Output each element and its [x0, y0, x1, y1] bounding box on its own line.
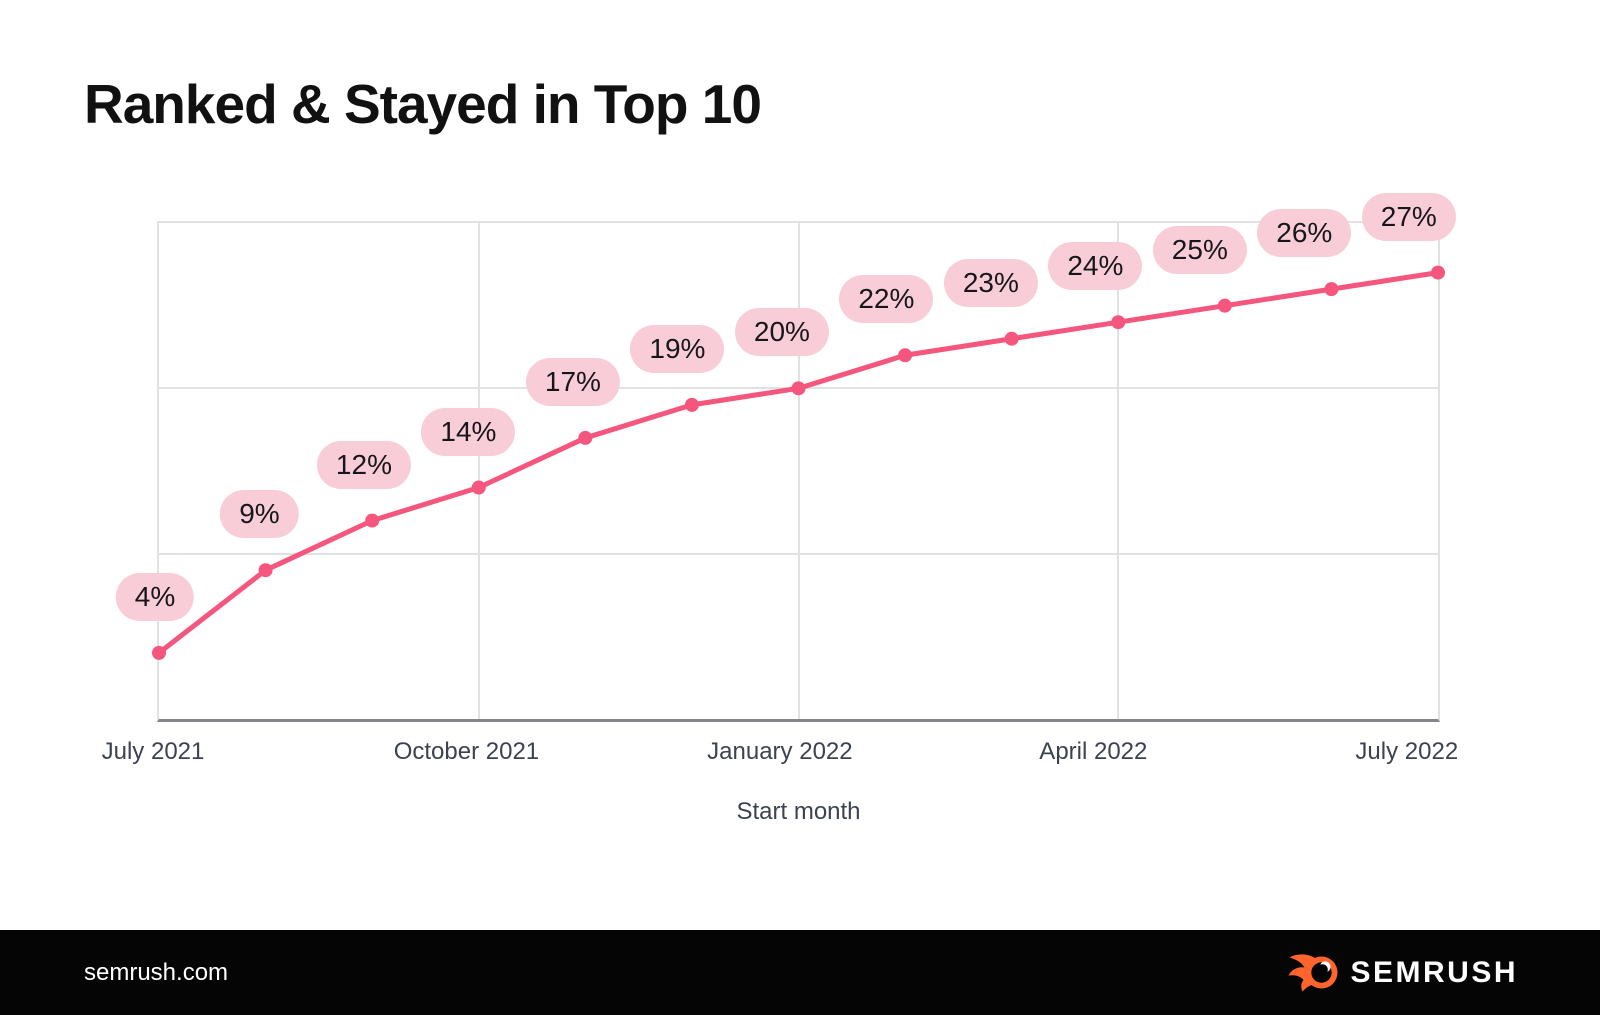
data-label-badge: 26%	[1257, 209, 1352, 258]
data-point	[365, 513, 380, 528]
x-tick-label: July 2021	[101, 738, 205, 765]
data-label-badge: 12%	[316, 440, 411, 489]
semrush-flame-icon	[1288, 954, 1338, 992]
x-tick-label: October 2021	[393, 738, 540, 765]
data-point	[471, 480, 486, 495]
x-tick-label: January 2022	[707, 738, 853, 765]
x-tick-label: July 2022	[1355, 738, 1459, 765]
data-label-badge: 19%	[630, 324, 725, 373]
semrush-logo: SEMRUSH	[1288, 952, 1518, 993]
data-point	[1217, 298, 1232, 313]
x-axis: July 2021 October 2021 January 2022 April 2…	[102, 722, 1459, 782]
x-axis-title: Start month	[736, 798, 861, 825]
data-point	[258, 563, 273, 578]
data-point	[578, 430, 593, 445]
plot-area: 4% 9% 12% 14% 17% 19% 20% 22% 23% 24% 25% 26% 27%	[115, 192, 1456, 722]
data-label-badge: 23%	[943, 258, 1038, 307]
data-point	[898, 348, 913, 363]
data-point	[1004, 331, 1019, 346]
data-label-badge: 4%	[115, 572, 195, 621]
data-label-badge: 25%	[1152, 225, 1247, 274]
data-point	[1431, 265, 1445, 280]
data-label-badge: 9%	[220, 490, 299, 539]
data-point	[152, 645, 166, 660]
vertical-gridline	[1117, 223, 1120, 719]
data-label-badge: 24%	[1048, 242, 1143, 291]
data-label-badge: 22%	[839, 275, 934, 324]
data-label-badge: 20%	[734, 308, 829, 357]
data-label-badge: 14%	[421, 407, 516, 456]
chart-title: Ranked & Stayed in Top 10	[84, 73, 762, 135]
vertical-gridline	[477, 223, 480, 719]
x-tick-label: April 2022	[1039, 738, 1148, 765]
site-url: semrush.com	[84, 958, 229, 986]
data-point	[1111, 315, 1126, 330]
data-label-badge: 17%	[525, 357, 620, 406]
data-label-badge: 27%	[1361, 192, 1456, 241]
trend-line	[152, 265, 1445, 660]
semrush-wordmark: SEMRUSH	[1350, 955, 1518, 989]
vertical-gridline	[797, 223, 800, 719]
data-point	[791, 381, 806, 396]
data-point	[684, 397, 699, 412]
data-point	[1324, 282, 1339, 297]
footer: semrush.com SEMRUSH	[0, 930, 1600, 1015]
